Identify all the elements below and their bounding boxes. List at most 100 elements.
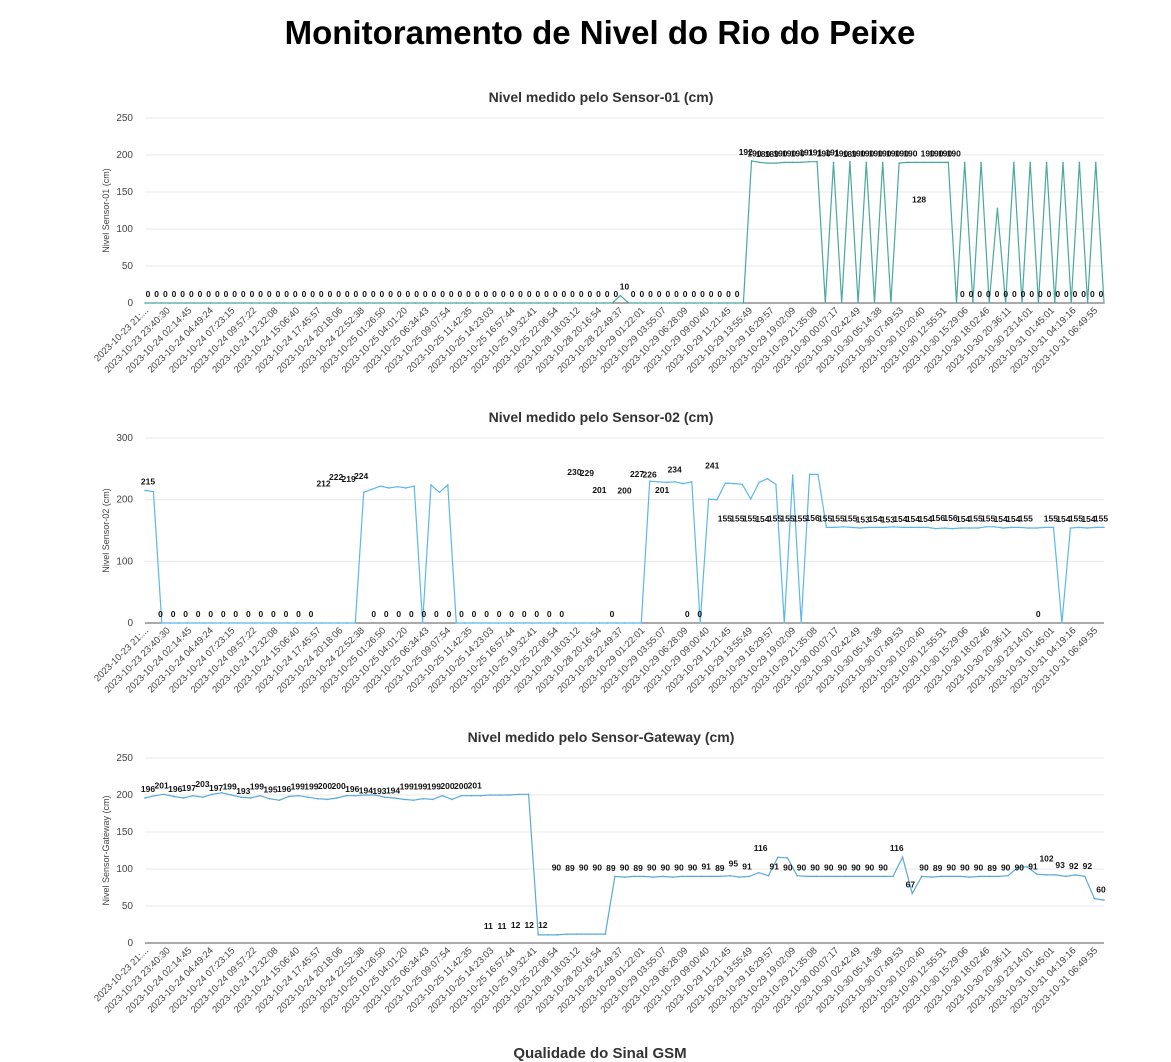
data-point <box>978 875 981 878</box>
data-point <box>201 796 204 799</box>
data-point <box>412 799 415 801</box>
data-point <box>716 498 718 501</box>
data-point <box>226 302 228 304</box>
data-label: 91 <box>742 862 752 872</box>
data-point <box>619 294 622 297</box>
y-tick-label: 0 <box>127 298 133 309</box>
data-label: 190 <box>895 148 909 158</box>
data-label: 0 <box>700 289 705 299</box>
data-label: 155 <box>793 513 807 523</box>
data-point <box>690 480 693 483</box>
data-label: 0 <box>449 289 454 299</box>
data-point <box>922 161 925 164</box>
data-point <box>496 302 499 304</box>
data-label: 201 <box>592 485 606 495</box>
data-label: 90 <box>1015 862 1025 872</box>
data-point <box>270 622 272 624</box>
data-point <box>652 302 654 304</box>
data-label: 0 <box>1038 289 1043 299</box>
y-tick-label: 150 <box>116 187 133 198</box>
data-label: 0 <box>258 289 263 299</box>
data-label: 0 <box>527 289 532 299</box>
data-point <box>287 622 289 624</box>
data-point <box>701 302 704 304</box>
data-point <box>594 933 597 935</box>
data-label: 116 <box>890 843 904 853</box>
data-point <box>479 794 482 797</box>
data-point <box>750 160 753 162</box>
data-label: 0 <box>1029 289 1034 299</box>
data-point <box>901 856 904 858</box>
data-label: 0 <box>977 289 982 299</box>
data-point <box>898 162 900 164</box>
data-label: 190 <box>921 148 935 158</box>
data-point <box>590 622 592 624</box>
data-label: 11 <box>484 921 493 931</box>
data-point <box>972 302 974 304</box>
y-axis-label: Nivel Sensor-Gateway (cm) <box>101 795 111 905</box>
data-point <box>993 526 996 528</box>
data-label: 0 <box>172 289 177 299</box>
data-point <box>340 302 343 304</box>
data-point <box>556 934 559 936</box>
data-point <box>671 876 674 878</box>
data-point <box>1078 161 1081 164</box>
data-label: 0 <box>466 289 471 299</box>
data-label: 0 <box>221 609 226 619</box>
data-label: 0 <box>553 289 558 299</box>
data-label: 0 <box>258 609 263 619</box>
data-label: 0 <box>587 289 592 299</box>
data-point <box>1069 527 1072 529</box>
data-point <box>345 794 348 797</box>
data-label: 0 <box>1064 289 1069 299</box>
data-label: 190 <box>834 148 848 158</box>
data-point <box>354 622 357 624</box>
data-label: 0 <box>158 609 163 619</box>
data-label: 90 <box>661 862 671 872</box>
y-tick-label: 200 <box>116 495 133 506</box>
data-point <box>844 875 846 878</box>
data-point <box>581 622 584 624</box>
data-label: 199 <box>223 782 237 792</box>
data-point <box>729 874 731 877</box>
data-point <box>144 302 146 304</box>
data-label: 0 <box>535 289 540 299</box>
data-label: 0 <box>440 289 445 299</box>
data-point <box>816 160 818 163</box>
data-point <box>742 302 745 304</box>
data-label: 0 <box>459 609 464 619</box>
data-label: 0 <box>1047 289 1052 299</box>
data-point <box>489 622 491 624</box>
data-label: 90 <box>919 862 929 872</box>
data-point <box>1035 527 1038 529</box>
data-point <box>168 302 171 304</box>
data-label: 154 <box>956 514 970 524</box>
data-point <box>283 302 286 304</box>
data-label: 89 <box>633 863 643 873</box>
data-point <box>1103 526 1105 529</box>
data-point <box>153 794 156 797</box>
data-point <box>960 527 962 529</box>
data-point <box>949 875 952 878</box>
data-label: 0 <box>336 289 341 299</box>
data-label: 0 <box>154 289 159 299</box>
data-label: 199 <box>400 782 414 792</box>
data-point <box>926 526 929 529</box>
data-label: 193 <box>236 786 250 796</box>
data-point <box>775 483 777 486</box>
data-label: 190 <box>791 148 805 158</box>
data-label: 0 <box>484 289 489 299</box>
data-label: 0 <box>509 609 514 619</box>
data-point <box>604 933 607 935</box>
data-point <box>1019 526 1021 529</box>
data-label: 199 <box>413 782 427 792</box>
series-line <box>145 160 1105 304</box>
data-label: 155 <box>1069 513 1083 523</box>
data-point <box>169 622 172 624</box>
data-label: 102 <box>1039 854 1053 864</box>
data-point <box>611 302 614 304</box>
data-label: 154 <box>868 514 882 524</box>
data-label: 0 <box>1073 289 1078 299</box>
data-point <box>413 485 415 487</box>
data-point <box>623 622 626 624</box>
